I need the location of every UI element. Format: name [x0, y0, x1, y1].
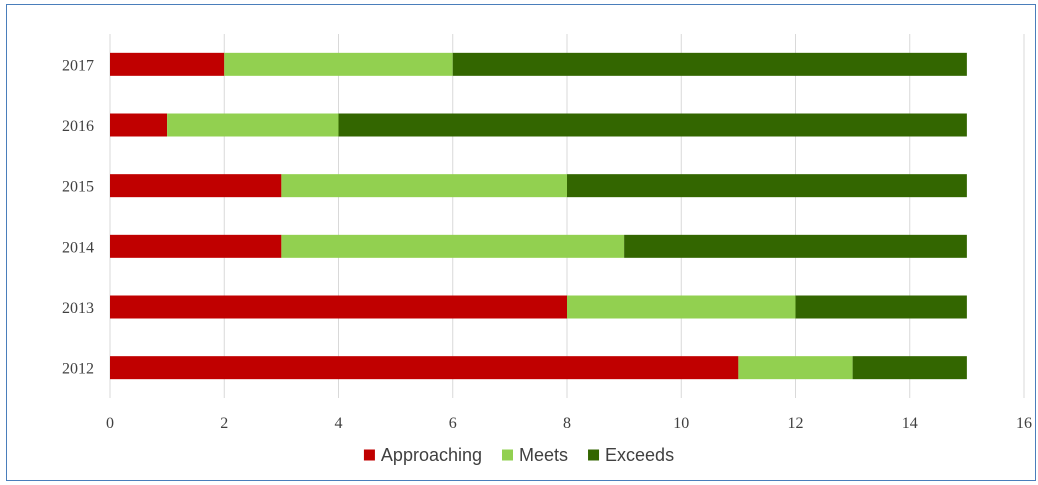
bar-exceeds-2012 — [852, 356, 967, 380]
bar-approaching-2017 — [110, 52, 225, 76]
bar-meets-2016 — [167, 113, 339, 137]
bar-approaching-2013 — [110, 295, 567, 319]
category-label-2017: 2017 — [62, 57, 94, 74]
legend-label-meets: Meets — [519, 445, 568, 465]
category-label-2013: 2013 — [62, 300, 94, 317]
x-tick-label-10: 10 — [673, 415, 689, 432]
bar-exceeds-2015 — [567, 174, 967, 198]
category-label-2012: 2012 — [62, 361, 94, 378]
category-label-2015: 2015 — [62, 179, 94, 196]
x-tick-label-16: 16 — [1016, 415, 1032, 432]
bar-meets-2017 — [224, 52, 453, 76]
bar-meets-2012 — [738, 356, 853, 380]
legend-swatch-approaching — [363, 449, 375, 461]
x-tick-label-14: 14 — [902, 415, 918, 432]
legend-label-exceeds: Exceeds — [605, 445, 674, 465]
legend-swatch-exceeds — [588, 449, 600, 461]
legend-item-meets: Meets — [502, 445, 568, 465]
legend: Approaching Meets Exceeds — [363, 445, 674, 465]
legend-swatch-meets — [502, 449, 513, 461]
bar-exceeds-2016 — [338, 113, 967, 137]
bar-meets-2015 — [281, 174, 567, 198]
bar-meets-2013 — [567, 295, 796, 319]
category-label-2014: 2014 — [62, 239, 94, 256]
x-tick-label-4: 4 — [335, 415, 343, 432]
legend-item-exceeds: Exceeds — [588, 445, 674, 465]
x-tick-label-12: 12 — [788, 415, 804, 432]
bar-approaching-2015 — [110, 174, 282, 198]
gridlines — [109, 34, 1025, 398]
x-tick-label-0: 0 — [106, 415, 114, 432]
bar-meets-2014 — [281, 234, 625, 258]
bars — [110, 52, 967, 380]
x-tick-labels: 0 2 4 6 8 10 12 14 16 — [106, 415, 1032, 432]
bar-exceeds-2013 — [795, 295, 967, 319]
bar-approaching-2016 — [110, 113, 168, 137]
x-tick-label-8: 8 — [563, 415, 571, 432]
category-labels: 2017 2016 2015 2014 2013 2012 — [62, 57, 94, 377]
bar-exceeds-2014 — [624, 234, 967, 258]
legend-label-approaching: Approaching — [381, 445, 482, 465]
bar-exceeds-2017 — [452, 52, 967, 76]
x-tick-label-2: 2 — [220, 415, 228, 432]
bar-approaching-2012 — [110, 356, 739, 380]
x-tick-label-6: 6 — [449, 415, 457, 432]
legend-item-approaching: Approaching — [363, 445, 482, 465]
category-label-2016: 2016 — [62, 118, 94, 135]
bar-approaching-2014 — [110, 234, 282, 258]
